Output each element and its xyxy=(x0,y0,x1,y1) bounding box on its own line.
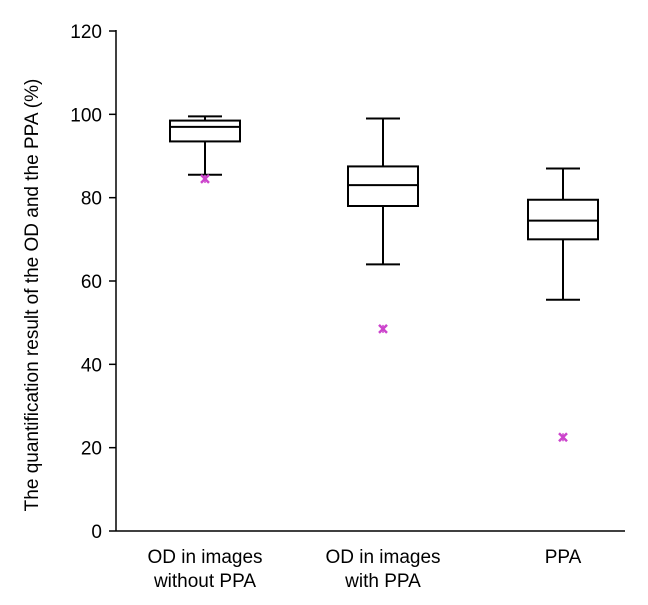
boxes xyxy=(169,115,599,443)
y-axis-title: The quantification result of the OD and … xyxy=(22,79,43,512)
y-tick-label: 40 xyxy=(81,355,102,376)
y-tick-label: 80 xyxy=(81,189,102,210)
y-tick-label: 120 xyxy=(70,22,102,43)
category-label-line: with PPA xyxy=(344,571,421,592)
category-label-line: without PPA xyxy=(153,571,256,592)
category-label: PPA xyxy=(545,547,582,568)
outlier-point xyxy=(558,432,568,443)
category-label-line: OD in images xyxy=(147,547,262,568)
y-tick-label: 0 xyxy=(91,522,102,543)
category-labels: OD in images without PPA OD in images with … xyxy=(147,547,581,592)
category-label-line: OD in images xyxy=(325,547,440,568)
outlier-point xyxy=(378,324,388,334)
axes xyxy=(115,30,625,532)
y-tick-label: 100 xyxy=(70,105,102,126)
category-label: OD in images without PPA xyxy=(147,547,262,592)
box-iqr xyxy=(347,165,419,208)
y-tick-label: 20 xyxy=(81,439,102,460)
box-iqr xyxy=(169,119,241,143)
box-group xyxy=(527,167,599,443)
outlier-point xyxy=(200,174,210,184)
box-iqr xyxy=(527,198,599,241)
box-group xyxy=(169,115,241,184)
box-group xyxy=(347,117,419,334)
category-label: OD in images with PPA xyxy=(325,547,440,592)
y-axis-ticks: 0 20 40 60 80 100 120 xyxy=(70,22,116,543)
category-label-line: PPA xyxy=(545,547,582,568)
y-tick-label: 60 xyxy=(81,272,102,293)
